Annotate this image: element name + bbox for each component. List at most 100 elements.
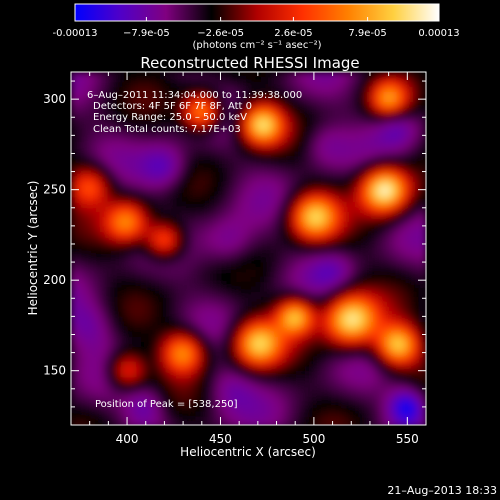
heatmap-cell bbox=[91, 102, 97, 108]
heatmap-cell bbox=[271, 207, 277, 213]
heatmap-cell bbox=[141, 122, 147, 128]
heatmap-cell bbox=[251, 397, 257, 403]
heatmap-cell bbox=[71, 252, 77, 258]
heatmap-cell bbox=[301, 342, 307, 348]
heatmap-cell bbox=[366, 342, 372, 348]
heatmap-cell bbox=[206, 182, 212, 188]
heatmap-cell bbox=[331, 302, 337, 308]
heatmap-cell bbox=[371, 297, 377, 303]
heatmap-cell bbox=[286, 117, 292, 123]
heatmap-cell bbox=[356, 412, 362, 418]
heatmap-cell bbox=[131, 407, 137, 413]
heatmap-cell bbox=[221, 352, 227, 358]
heatmap-cell bbox=[196, 407, 202, 413]
heatmap-cell bbox=[371, 77, 377, 83]
heatmap-cell bbox=[236, 282, 242, 288]
heatmap-cell bbox=[161, 247, 167, 253]
heatmap-cell bbox=[406, 397, 412, 403]
heatmap-cell bbox=[141, 282, 147, 288]
heatmap-cell bbox=[231, 107, 237, 113]
heatmap-cell bbox=[131, 402, 137, 408]
heatmap-cell bbox=[171, 272, 177, 278]
heatmap-cell bbox=[261, 382, 267, 388]
heatmap-cell bbox=[276, 107, 282, 113]
heatmap-cell bbox=[336, 392, 342, 398]
heatmap-cell bbox=[161, 202, 167, 208]
heatmap-cell bbox=[201, 277, 207, 283]
heatmap-cell bbox=[226, 337, 232, 343]
heatmap-cell bbox=[216, 207, 222, 213]
heatmap-cell bbox=[231, 232, 237, 238]
heatmap-cell bbox=[271, 347, 277, 353]
heatmap-cell bbox=[216, 282, 222, 288]
heatmap-cell bbox=[376, 217, 382, 223]
heatmap-cell bbox=[291, 217, 297, 223]
heatmap-cell bbox=[166, 372, 172, 378]
heatmap-cell bbox=[271, 147, 277, 153]
heatmap-cell bbox=[131, 137, 137, 143]
heatmap-cell bbox=[346, 342, 352, 348]
heatmap-cell bbox=[291, 327, 297, 333]
heatmap-cell bbox=[176, 282, 182, 288]
heatmap-cell bbox=[306, 287, 312, 293]
heatmap-cell bbox=[276, 112, 282, 118]
heatmap-cell bbox=[266, 387, 272, 393]
heatmap-cell bbox=[181, 292, 187, 298]
heatmap-cell bbox=[126, 182, 132, 188]
heatmap-cell bbox=[71, 217, 77, 223]
heatmap-cell bbox=[351, 72, 357, 78]
heatmap-cell bbox=[176, 327, 182, 333]
heatmap-cell bbox=[211, 392, 217, 398]
heatmap-cell bbox=[301, 197, 307, 203]
heatmap-cell bbox=[276, 192, 282, 198]
heatmap-cell bbox=[106, 397, 112, 403]
heatmap-cell bbox=[261, 97, 267, 103]
heatmap-cell bbox=[376, 222, 382, 228]
heatmap-cell bbox=[241, 137, 247, 143]
heatmap-cell bbox=[396, 127, 402, 133]
heatmap-cell bbox=[201, 347, 207, 353]
heatmap-cell bbox=[401, 172, 407, 178]
heatmap-cell bbox=[251, 122, 257, 128]
heatmap-cell bbox=[241, 217, 247, 223]
heatmap-cell bbox=[111, 332, 117, 338]
heatmap-cell bbox=[411, 197, 417, 203]
heatmap-cell bbox=[356, 277, 362, 283]
heatmap-cell bbox=[76, 232, 82, 238]
heatmap-cell bbox=[286, 287, 292, 293]
heatmap-cell bbox=[81, 392, 87, 398]
heatmap-cell bbox=[121, 277, 127, 283]
heatmap-cell bbox=[71, 207, 77, 213]
heatmap-cell bbox=[291, 277, 297, 283]
heatmap-cell bbox=[206, 192, 212, 198]
heatmap-cell bbox=[166, 77, 172, 83]
heatmap-cell bbox=[336, 367, 342, 373]
heatmap-cell bbox=[166, 167, 172, 173]
heatmap-cell bbox=[221, 267, 227, 273]
heatmap-cell bbox=[411, 117, 417, 123]
heatmap-cell bbox=[211, 252, 217, 258]
heatmap-cell bbox=[306, 102, 312, 108]
heatmap-cell bbox=[326, 247, 332, 253]
heatmap-cell bbox=[196, 257, 202, 263]
heatmap-cell bbox=[196, 412, 202, 418]
heatmap-cell bbox=[126, 137, 132, 143]
heatmap-cell bbox=[176, 162, 182, 168]
heatmap-cell bbox=[301, 137, 307, 143]
heatmap-cell bbox=[366, 307, 372, 313]
heatmap-cell bbox=[136, 412, 142, 418]
heatmap-cell bbox=[131, 122, 137, 128]
heatmap-cell bbox=[346, 87, 352, 93]
heatmap-cell bbox=[391, 182, 397, 188]
heatmap-cell bbox=[346, 142, 352, 148]
heatmap-cell bbox=[291, 177, 297, 183]
heatmap-cell bbox=[421, 97, 426, 103]
heatmap-cell bbox=[171, 157, 177, 163]
heatmap-cell bbox=[361, 272, 367, 278]
heatmap-cell bbox=[206, 242, 212, 248]
heatmap-cell bbox=[181, 147, 187, 153]
heatmap-cell bbox=[216, 382, 222, 388]
heatmap-cell bbox=[131, 102, 137, 108]
heatmap-cell bbox=[301, 362, 307, 368]
heatmap-cell bbox=[261, 307, 267, 313]
